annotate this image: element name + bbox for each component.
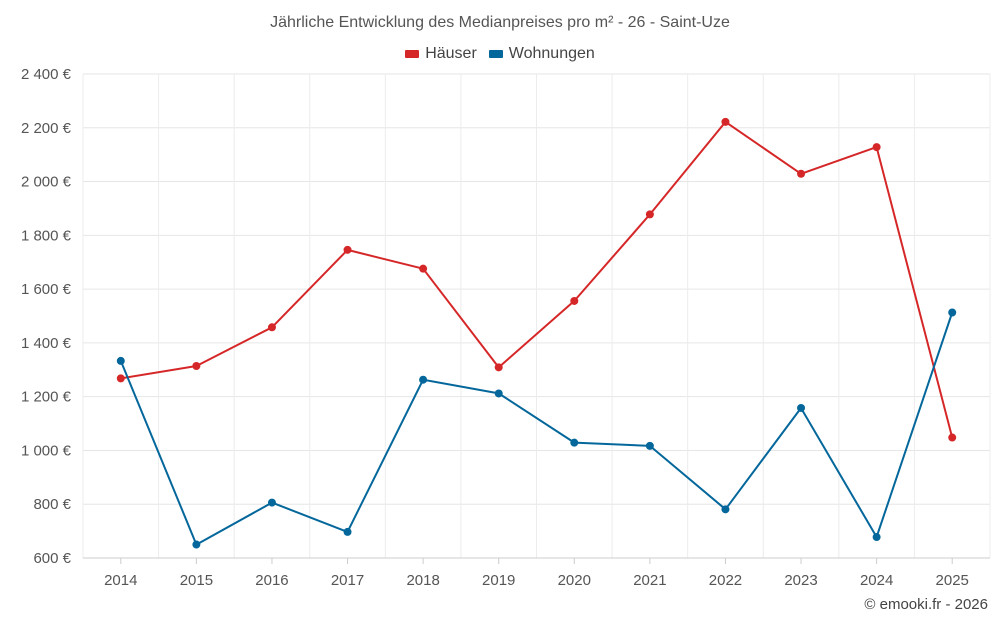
x-tick-label: 2024: [860, 572, 893, 589]
data-point-wohnungen: [192, 540, 201, 549]
data-point-haeuser: [570, 296, 579, 305]
data-point-haeuser: [948, 433, 957, 442]
legend-item-wohnungen[interactable]: Wohnungen: [488, 45, 595, 63]
legend-label-haeuser: Häuser: [425, 45, 477, 62]
data-point-haeuser: [116, 374, 125, 383]
x-tick-label: 2023: [784, 572, 817, 589]
x-tick-label: 2022: [709, 572, 742, 589]
data-point-haeuser: [797, 169, 806, 178]
series-line-wohnungen: [119, 312, 954, 546]
x-tick-label: 2014: [104, 572, 137, 589]
data-point-wohnungen: [948, 308, 957, 317]
data-point-haeuser: [494, 363, 503, 372]
data-point-haeuser: [419, 264, 428, 273]
x-tick-label: 2018: [406, 572, 439, 589]
y-tick-label: 2 400 €: [21, 66, 72, 83]
y-tick-label: 2 000 €: [21, 174, 72, 191]
x-tick-label: 2021: [633, 572, 666, 589]
data-point-wohnungen: [797, 403, 806, 412]
data-point-haeuser: [192, 362, 201, 371]
x-tick-label: 2025: [936, 572, 969, 589]
y-tick-label: 1 600 €: [21, 281, 72, 298]
series-line-haeuser: [120, 120, 954, 438]
chart-legend: Häuser Wohnungen: [0, 45, 1000, 63]
x-tick-label: 2015: [180, 572, 213, 589]
data-point-wohnungen: [570, 438, 579, 447]
x-tick-label: 2020: [558, 572, 591, 589]
data-point-wohnungen: [494, 389, 503, 398]
data-point-wohnungen: [116, 356, 125, 365]
x-tick-label: 2019: [482, 572, 515, 589]
legend-swatch-wohnungen: [488, 50, 503, 58]
y-tick-label: 2 200 €: [21, 120, 72, 137]
legend-item-haeuser[interactable]: Häuser: [405, 45, 477, 63]
data-point-wohnungen: [343, 527, 352, 536]
data-point-haeuser: [872, 143, 881, 152]
copyright-credit: © emooki.fr - 2026: [864, 596, 988, 613]
data-point-wohnungen: [419, 375, 428, 384]
x-tick-label: 2016: [255, 572, 288, 589]
y-tick-label: 600 €: [33, 550, 71, 567]
y-tick-label: 1 800 €: [21, 227, 72, 244]
data-point-haeuser: [645, 210, 654, 219]
legend-swatch-haeuser: [405, 50, 420, 58]
y-tick-label: 1 400 €: [21, 335, 72, 352]
data-point-wohnungen: [645, 441, 654, 450]
data-point-haeuser: [267, 323, 276, 332]
y-tick-label: 1 200 €: [21, 389, 72, 406]
data-point-haeuser: [343, 245, 352, 254]
data-point-wohnungen: [721, 505, 730, 514]
data-point-wohnungen: [872, 533, 881, 542]
y-tick-label: 1 000 €: [21, 442, 72, 459]
y-tick-label: 800 €: [33, 496, 71, 513]
legend-label-wohnungen: Wohnungen: [508, 45, 595, 62]
data-point-wohnungen: [267, 498, 276, 507]
x-tick-label: 2017: [331, 572, 364, 589]
chart-title: Jährliche Entwicklung des Medianpreises …: [270, 14, 730, 31]
data-point-haeuser: [721, 117, 730, 126]
